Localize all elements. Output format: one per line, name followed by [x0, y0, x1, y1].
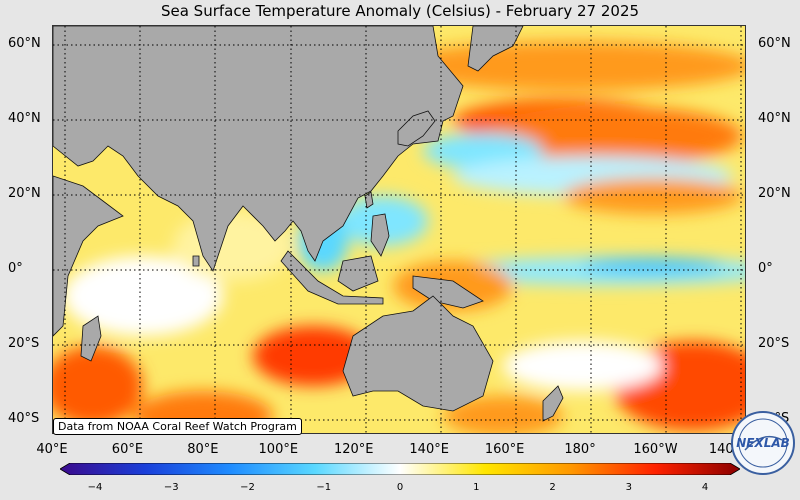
colorbar-tick-label: −4 — [87, 482, 103, 493]
asia-landmass — [53, 26, 464, 272]
latitude-label-left: 20°S — [8, 335, 40, 351]
new-zealand-island — [542, 385, 564, 422]
graticule — [53, 26, 745, 433]
latitude-label-left: 20°N — [8, 185, 41, 201]
data-credit-box: Data from NOAA Coral Reef Watch Program — [53, 418, 302, 435]
longitude-label: 40°E — [36, 442, 68, 457]
longitude-label: 100°E — [258, 442, 299, 457]
philippines-islands — [370, 213, 390, 257]
latitude-label-right: 60°N — [758, 35, 791, 51]
africa-landmass — [53, 175, 124, 337]
longitude-label: 120°E — [333, 442, 374, 457]
longitude-label: 160°W — [633, 442, 678, 457]
australia-landmass — [342, 295, 494, 412]
latitude-label-left: 40°N — [8, 110, 41, 126]
longitude-label: 60°E — [111, 442, 144, 457]
kamchatka-landmass — [467, 26, 524, 72]
latitude-label-left: 60°N — [8, 35, 41, 51]
colorbar-tick-label: 2 — [549, 482, 556, 493]
latitude-label-right: 20°N — [758, 185, 791, 201]
colorbar-tick-label: −3 — [163, 482, 179, 493]
sst-map-graphic — [53, 26, 745, 433]
taiwan-island — [364, 191, 374, 209]
land-masses — [53, 26, 564, 422]
map-title: Sea Surface Temperature Anomaly (Celsius… — [160, 2, 640, 20]
japan-island — [397, 110, 436, 147]
latitude-label-left: 0° — [8, 260, 23, 276]
colorbar-tick-label: 4 — [701, 482, 709, 493]
latitude-label-right: 0° — [758, 260, 773, 276]
nexlab-logo-icon: NEXLAB — [731, 411, 795, 475]
colorbar — [60, 463, 740, 475]
sri-lanka-island — [192, 255, 200, 267]
colorbar-tick-label: 3 — [625, 482, 632, 493]
longitude-label: 180° — [564, 442, 596, 457]
longitude-label: 80°E — [187, 442, 219, 457]
madagascar-island — [80, 315, 102, 362]
colorbar-tick-label: −1 — [316, 482, 332, 493]
sst-anomaly-map — [52, 25, 746, 434]
latitude-label-left: 40°S — [8, 410, 40, 426]
latitude-label-right: 40°N — [758, 110, 791, 126]
longitude-label: 140°E — [409, 442, 449, 457]
new-guinea-island — [412, 275, 484, 309]
colorbar-tick-label: 0 — [396, 482, 404, 493]
svg-text:NEXLAB: NEXLAB — [736, 436, 790, 450]
longitude-label: 160°E — [484, 442, 525, 457]
latitude-label-right: 20°S — [758, 335, 790, 351]
colorbar-gradient — [60, 463, 740, 475]
colorbar-tick-label: 1 — [473, 482, 480, 493]
colorbar-tick-label: −2 — [240, 482, 255, 493]
